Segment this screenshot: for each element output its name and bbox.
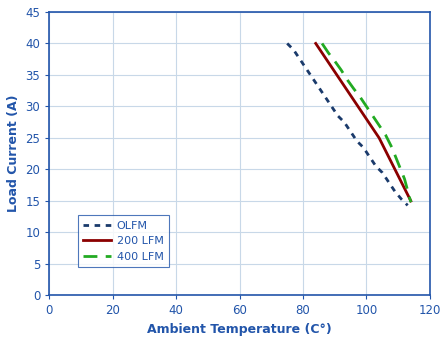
OLFM [284, 42, 290, 46]
OLFM [297, 57, 302, 61]
400 LFM [408, 200, 414, 204]
400 LFM [332, 59, 337, 63]
Line: 200 LFM: 200 LFM [316, 44, 411, 201]
400 LFM [370, 114, 375, 118]
OLFM [373, 164, 379, 168]
200 LFM [313, 42, 319, 46]
400 LFM [364, 104, 369, 108]
400 LFM [319, 42, 325, 46]
400 LFM [383, 133, 388, 137]
OLFM [291, 48, 296, 52]
OLFM [335, 114, 340, 118]
200 LFM [338, 79, 344, 83]
200 LFM [358, 108, 363, 112]
OLFM [348, 130, 353, 134]
400 LFM [389, 145, 395, 150]
X-axis label: Ambient Temperature (C°): Ambient Temperature (C°) [147, 323, 332, 336]
OLFM [316, 85, 322, 90]
200 LFM [326, 60, 331, 64]
400 LFM [351, 87, 357, 91]
200 LFM [370, 127, 375, 131]
200 LFM [402, 186, 407, 190]
400 LFM [345, 78, 350, 82]
400 LFM [326, 51, 331, 55]
200 LFM [345, 88, 350, 93]
Line: 400 LFM: 400 LFM [322, 44, 411, 202]
OLFM [310, 76, 315, 80]
OLFM [399, 197, 404, 201]
200 LFM [351, 98, 357, 102]
400 LFM [338, 68, 344, 72]
OLFM [367, 155, 372, 159]
200 LFM [389, 161, 395, 165]
200 LFM [383, 149, 388, 153]
200 LFM [396, 174, 401, 178]
OLFM [323, 95, 328, 99]
OLFM [405, 203, 410, 208]
OLFM [361, 145, 366, 150]
400 LFM [358, 95, 363, 99]
200 LFM [364, 117, 369, 121]
200 LFM [376, 136, 382, 140]
400 LFM [376, 123, 382, 127]
Line: OLFM: OLFM [287, 44, 408, 205]
400 LFM [402, 177, 407, 181]
OLFM [386, 180, 392, 184]
OLFM [329, 104, 334, 108]
OLFM [341, 120, 347, 124]
400 LFM [396, 161, 401, 165]
200 LFM [332, 70, 337, 74]
200 LFM [408, 199, 414, 203]
Y-axis label: Load Current (A): Load Current (A) [7, 95, 20, 212]
OLFM [392, 189, 398, 193]
200 LFM [319, 51, 325, 55]
Legend: OLFM, 200 LFM, 400 LFM: OLFM, 200 LFM, 400 LFM [78, 215, 169, 267]
OLFM [379, 170, 385, 175]
OLFM [304, 67, 309, 71]
OLFM [354, 139, 360, 143]
